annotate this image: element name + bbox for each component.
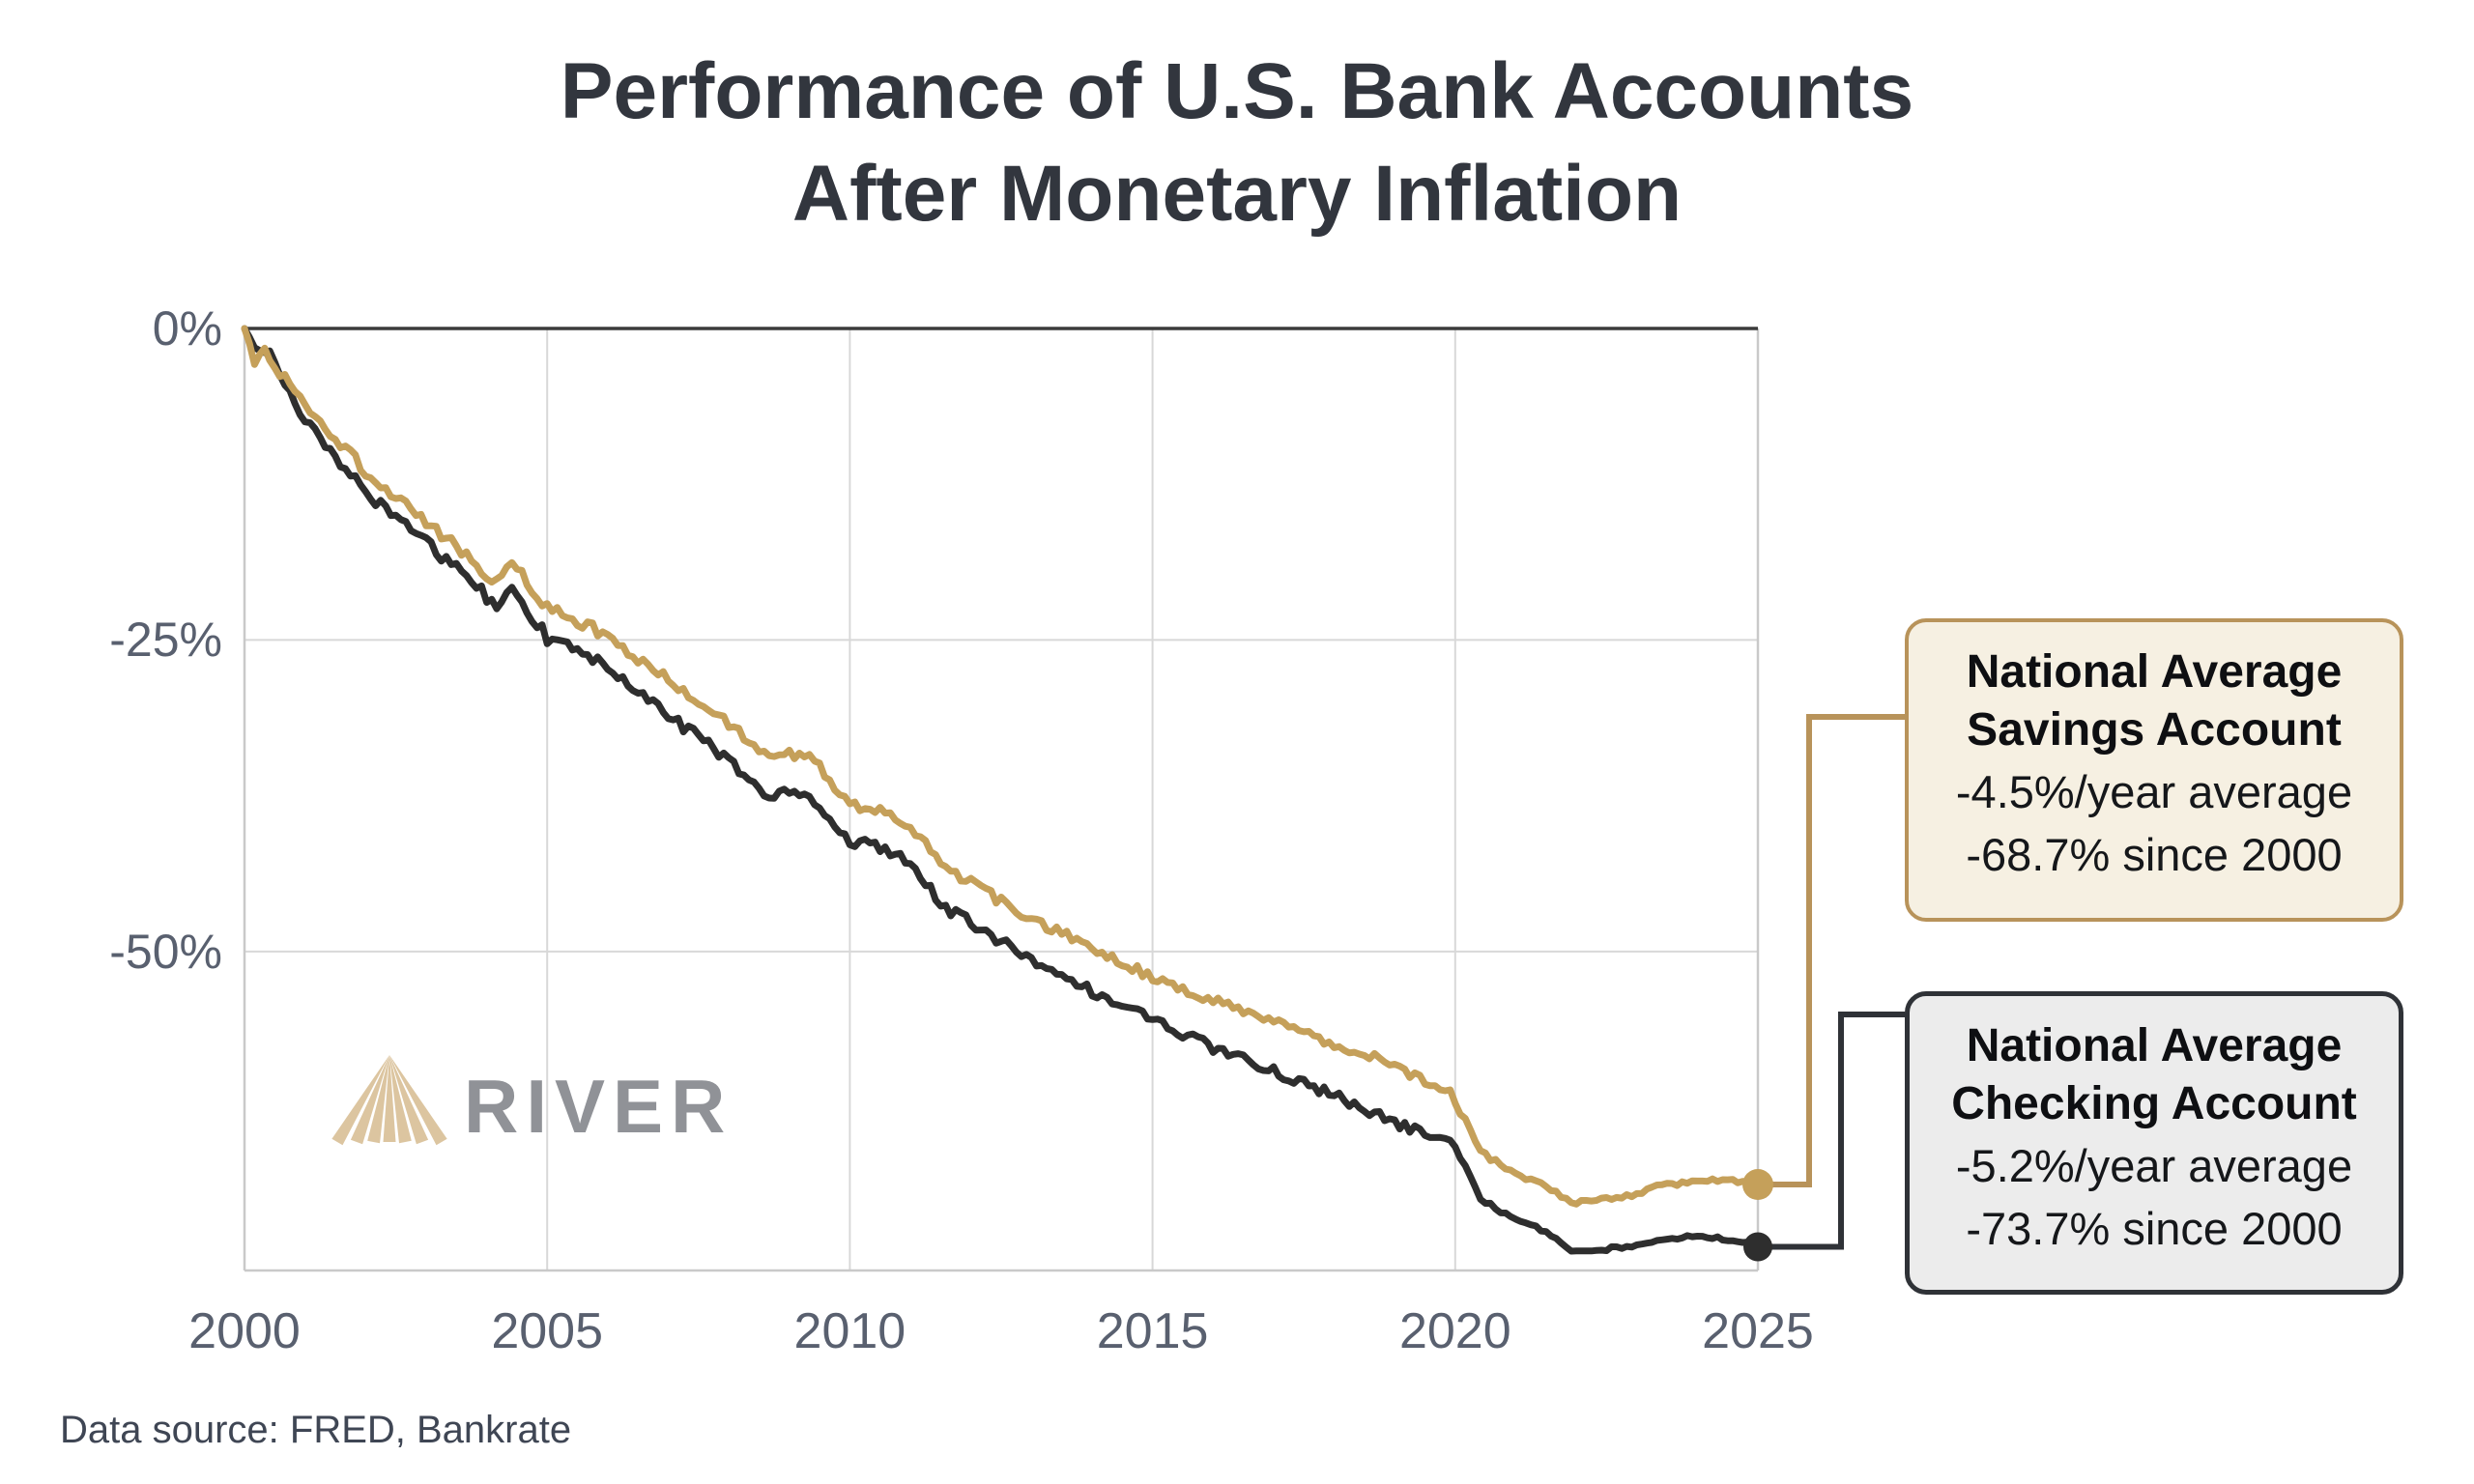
x-axis-tick-label: 2025 [1702, 1303, 1814, 1359]
title-line1: Performance of U.S. Bank Accounts [560, 47, 1914, 135]
checking-connector-line [1758, 1012, 1905, 1250]
savings-endpoint-dot [1742, 1169, 1773, 1201]
page-title: Performance of U.S. Bank Accounts After … [0, 41, 2474, 245]
checking-yearly-stat: -5.2%/year average [1955, 1140, 2353, 1191]
river-fan-ray [331, 1055, 389, 1146]
title-line2: After Monetary Inflation [791, 150, 1683, 238]
x-axis-tick-label: 2000 [188, 1303, 301, 1359]
river-fan-ray [367, 1055, 389, 1144]
savings-connector-line [1758, 714, 1905, 1188]
x-axis-tick-label: 2005 [491, 1303, 604, 1359]
y-axis-tick-label: 0% [152, 301, 222, 356]
river-fan-ray [389, 1055, 447, 1146]
river-logo-text: RIVER [464, 1064, 734, 1149]
savings-annotation-box: National Average Savings Account -4.5%/y… [1905, 618, 2403, 922]
river-fan-ray [350, 1055, 389, 1145]
checking-title-line2: Checking Account [1951, 1078, 2357, 1129]
checking-annotation-box: National Average Checking Account -5.2%/… [1905, 991, 2403, 1295]
checking-endpoint-dot [1743, 1232, 1772, 1262]
checking-annotation-title: National Average Checking Account [1910, 1017, 2399, 1133]
savings-account-line [241, 325, 1762, 1208]
savings-total-stat: -68.7% since 2000 [1966, 829, 2343, 880]
river-logo-icon [331, 1055, 447, 1146]
x-axis-tick-label: 2020 [1398, 1303, 1511, 1359]
checking-account-line [241, 325, 1762, 1255]
y-axis-tick-label: -25% [109, 613, 222, 668]
checking-title-line1: National Average [1966, 1020, 2343, 1071]
river-fan-ray [383, 1055, 396, 1142]
x-axis-tick-label: 2010 [793, 1303, 906, 1359]
savings-title-line2: Savings Account [1967, 704, 2342, 756]
y-axis-tick-label: -50% [109, 924, 222, 979]
x-axis-tick-label: 2015 [1096, 1303, 1209, 1359]
savings-annotation-title: National Average Savings Account [1909, 643, 2400, 759]
savings-title-line1: National Average [1966, 646, 2343, 698]
river-fan-ray [389, 1055, 429, 1145]
river-fan-ray [389, 1055, 412, 1144]
checking-total-stat: -73.7% since 2000 [1966, 1203, 2343, 1254]
savings-yearly-stat: -4.5%/year average [1955, 766, 2353, 817]
data-source-note: Data source: FRED, Bankrate [60, 1409, 572, 1451]
